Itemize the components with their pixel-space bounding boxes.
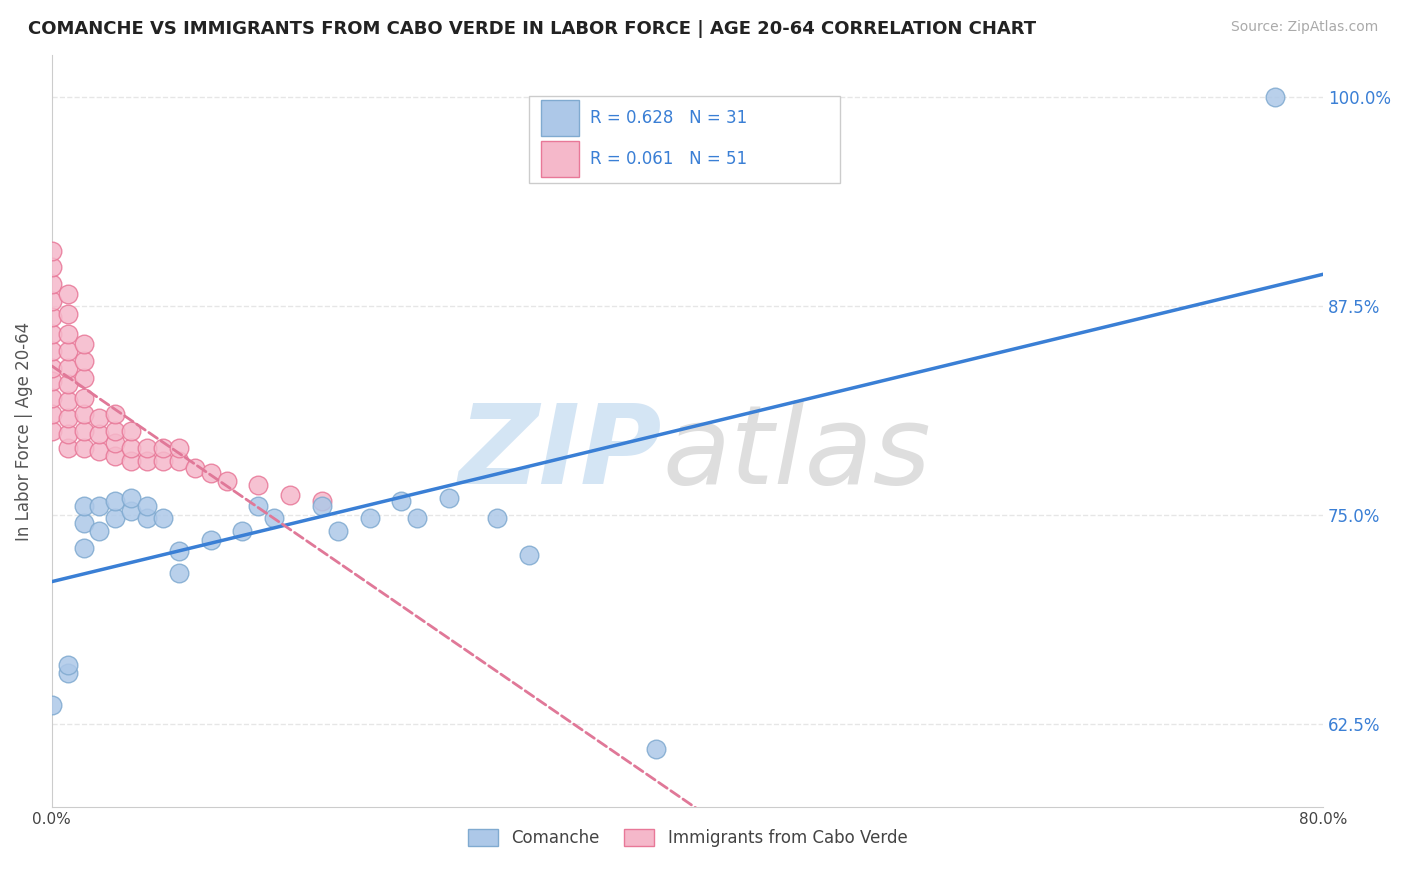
Point <box>231 524 253 539</box>
Point <box>41 260 63 275</box>
Point <box>247 477 270 491</box>
Point <box>167 544 190 558</box>
Point <box>120 491 142 505</box>
Text: Source: ZipAtlas.com: Source: ZipAtlas.com <box>1230 20 1378 34</box>
Text: R = 0.628   N = 31: R = 0.628 N = 31 <box>589 109 747 127</box>
Point <box>41 424 63 438</box>
Legend: Comanche, Immigrants from Cabo Verde: Comanche, Immigrants from Cabo Verde <box>460 821 915 855</box>
Point <box>89 524 111 539</box>
Point <box>56 307 79 321</box>
Point <box>89 410 111 425</box>
Point <box>56 427 79 442</box>
Text: R = 0.061   N = 51: R = 0.061 N = 51 <box>589 150 747 168</box>
Point <box>41 408 63 422</box>
Point <box>278 487 301 501</box>
Point <box>41 327 63 342</box>
Point <box>120 454 142 468</box>
Point <box>437 491 460 505</box>
Point <box>72 337 94 351</box>
Point <box>41 277 63 291</box>
Point <box>41 293 63 308</box>
Point <box>72 516 94 530</box>
Point <box>311 500 333 514</box>
Point <box>41 698 63 713</box>
Text: COMANCHE VS IMMIGRANTS FROM CABO VERDE IN LABOR FORCE | AGE 20-64 CORRELATION CH: COMANCHE VS IMMIGRANTS FROM CABO VERDE I… <box>28 20 1036 37</box>
Point <box>56 441 79 455</box>
Point <box>167 454 190 468</box>
Point <box>215 474 238 488</box>
Point <box>644 741 666 756</box>
Point <box>1264 90 1286 104</box>
Point <box>120 504 142 518</box>
FancyBboxPatch shape <box>541 141 579 177</box>
Point <box>56 343 79 358</box>
Point <box>56 394 79 409</box>
Point <box>326 524 349 539</box>
Point <box>167 566 190 581</box>
Point <box>72 408 94 422</box>
Text: atlas: atlas <box>662 401 931 508</box>
Point <box>72 354 94 368</box>
Point <box>517 548 540 562</box>
Point <box>56 327 79 342</box>
Point <box>104 435 127 450</box>
Point <box>104 424 127 438</box>
Point <box>406 511 429 525</box>
Point <box>104 449 127 463</box>
Point <box>56 658 79 673</box>
Point <box>56 410 79 425</box>
Point <box>263 511 285 525</box>
Point <box>41 244 63 258</box>
Text: ZIP: ZIP <box>458 401 662 508</box>
Point <box>72 391 94 405</box>
Point <box>167 441 190 455</box>
Point <box>136 454 159 468</box>
Point <box>89 500 111 514</box>
Point <box>389 494 412 508</box>
Point <box>104 408 127 422</box>
Point <box>359 511 381 525</box>
Point <box>120 424 142 438</box>
Point <box>41 360 63 375</box>
Point <box>56 287 79 301</box>
Point <box>120 441 142 455</box>
Point <box>152 454 174 468</box>
Point <box>72 541 94 555</box>
Point <box>89 444 111 458</box>
Point <box>104 494 127 508</box>
Point <box>41 374 63 388</box>
Point <box>485 511 508 525</box>
Y-axis label: In Labor Force | Age 20-64: In Labor Force | Age 20-64 <box>15 321 32 541</box>
Point <box>152 441 174 455</box>
FancyBboxPatch shape <box>541 100 579 136</box>
FancyBboxPatch shape <box>529 96 839 183</box>
Point <box>247 500 270 514</box>
Point <box>72 441 94 455</box>
Point <box>56 377 79 392</box>
Point <box>136 500 159 514</box>
Point <box>152 511 174 525</box>
Point <box>41 343 63 358</box>
Point <box>184 461 207 475</box>
Point <box>200 466 222 480</box>
Point <box>72 424 94 438</box>
Point <box>311 494 333 508</box>
Point <box>72 370 94 384</box>
Point <box>89 427 111 442</box>
Point <box>104 511 127 525</box>
Point <box>72 500 94 514</box>
Point <box>56 666 79 681</box>
Point <box>136 441 159 455</box>
Point <box>41 391 63 405</box>
Point <box>200 533 222 547</box>
Point <box>56 360 79 375</box>
Point <box>41 310 63 325</box>
Point <box>136 511 159 525</box>
